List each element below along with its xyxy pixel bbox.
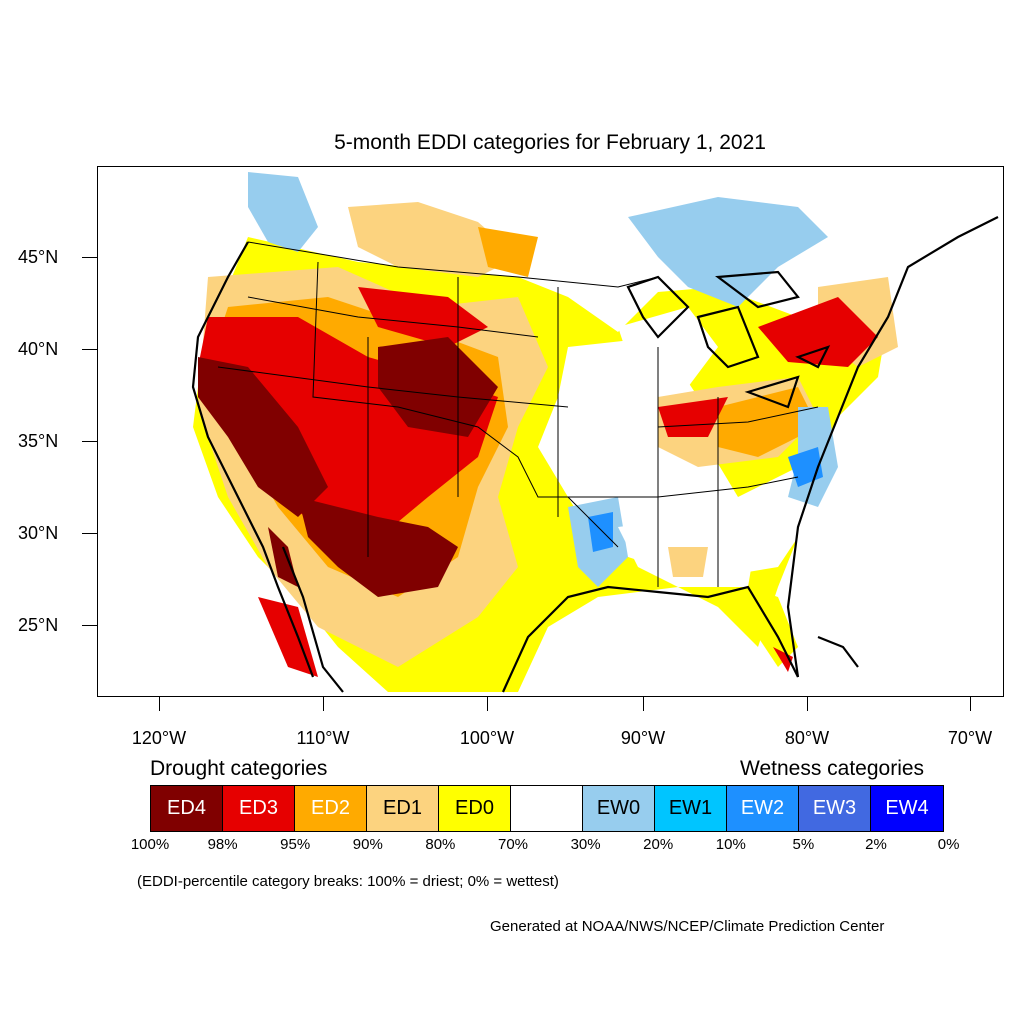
lat-tick	[82, 533, 97, 534]
lat-tick	[82, 257, 97, 258]
lon-label-90: 90°W	[620, 728, 666, 748]
legend-box-ew2: EW2	[727, 786, 799, 831]
category-legend: ED4 ED3 ED2 ED1 ED0 EW0 EW1 EW2 EW3 EW4	[150, 785, 944, 832]
wetness-categories-title: Wetness categories	[740, 757, 925, 780]
percentile-label: 0%	[937, 836, 960, 853]
legend-box-ed4: ED4	[151, 786, 223, 831]
legend-box-ew3: EW3	[799, 786, 871, 831]
lon-label-110: 110°W	[296, 728, 350, 748]
lon-tick	[643, 697, 644, 711]
percentile-label: 98%	[207, 836, 238, 853]
eddi-map	[97, 166, 1004, 697]
lat-label-45: 45°N	[18, 247, 59, 267]
percentile-label: 95%	[280, 836, 311, 853]
lat-label-35: 35°N	[18, 431, 59, 451]
lon-label-100: 100°W	[459, 728, 515, 748]
legend-box-ed1: ED1	[367, 786, 439, 831]
credit-line: Generated at NOAA/NWS/NCEP/Climate Predi…	[490, 918, 885, 935]
lon-label-120: 120°W	[131, 728, 187, 748]
percentile-label: 2%	[865, 836, 887, 853]
percentile-label: 70%	[497, 836, 529, 853]
percentile-label: 90%	[352, 836, 383, 853]
percentile-label: 100%	[130, 836, 170, 853]
legend-box-normal	[511, 786, 583, 831]
legend-box-ew1: EW1	[655, 786, 727, 831]
legend-box-ed0: ED0	[439, 786, 511, 831]
boundaries	[217, 241, 819, 587]
lon-tick	[159, 697, 160, 711]
lon-tick	[323, 697, 324, 711]
percentile-label: 30%	[570, 836, 601, 853]
lon-tick	[807, 697, 808, 711]
lat-label-40: 40°N	[18, 339, 59, 359]
percentile-label: 5%	[792, 836, 815, 853]
lat-tick	[82, 349, 97, 350]
lon-label-80: 80°W	[784, 728, 830, 748]
lat-tick	[82, 625, 97, 626]
lon-label-70: 70°W	[947, 728, 993, 748]
coastline	[191, 216, 999, 693]
percentile-label: 80%	[425, 836, 456, 853]
drought-categories-title: Drought categories	[150, 757, 328, 780]
legend-box-ed3: ED3	[223, 786, 295, 831]
percentile-label: 20%	[643, 836, 674, 853]
lon-tick	[487, 697, 488, 711]
legend-box-ew0: EW0	[583, 786, 655, 831]
map-title: 5-month EDDI categories for February 1, …	[334, 131, 766, 154]
lon-tick	[970, 697, 971, 711]
percentile-label: 10%	[715, 836, 746, 853]
lat-label-25: 25°N	[18, 615, 59, 635]
map-canvas	[191, 172, 999, 693]
category-note: (EDDI-percentile category breaks: 100% =…	[137, 873, 559, 890]
legend-box-ew4: EW4	[871, 786, 943, 831]
lat-label-30: 30°N	[18, 523, 59, 543]
legend-box-ed2: ED2	[295, 786, 367, 831]
lat-tick	[82, 441, 97, 442]
category-field	[193, 172, 898, 692]
